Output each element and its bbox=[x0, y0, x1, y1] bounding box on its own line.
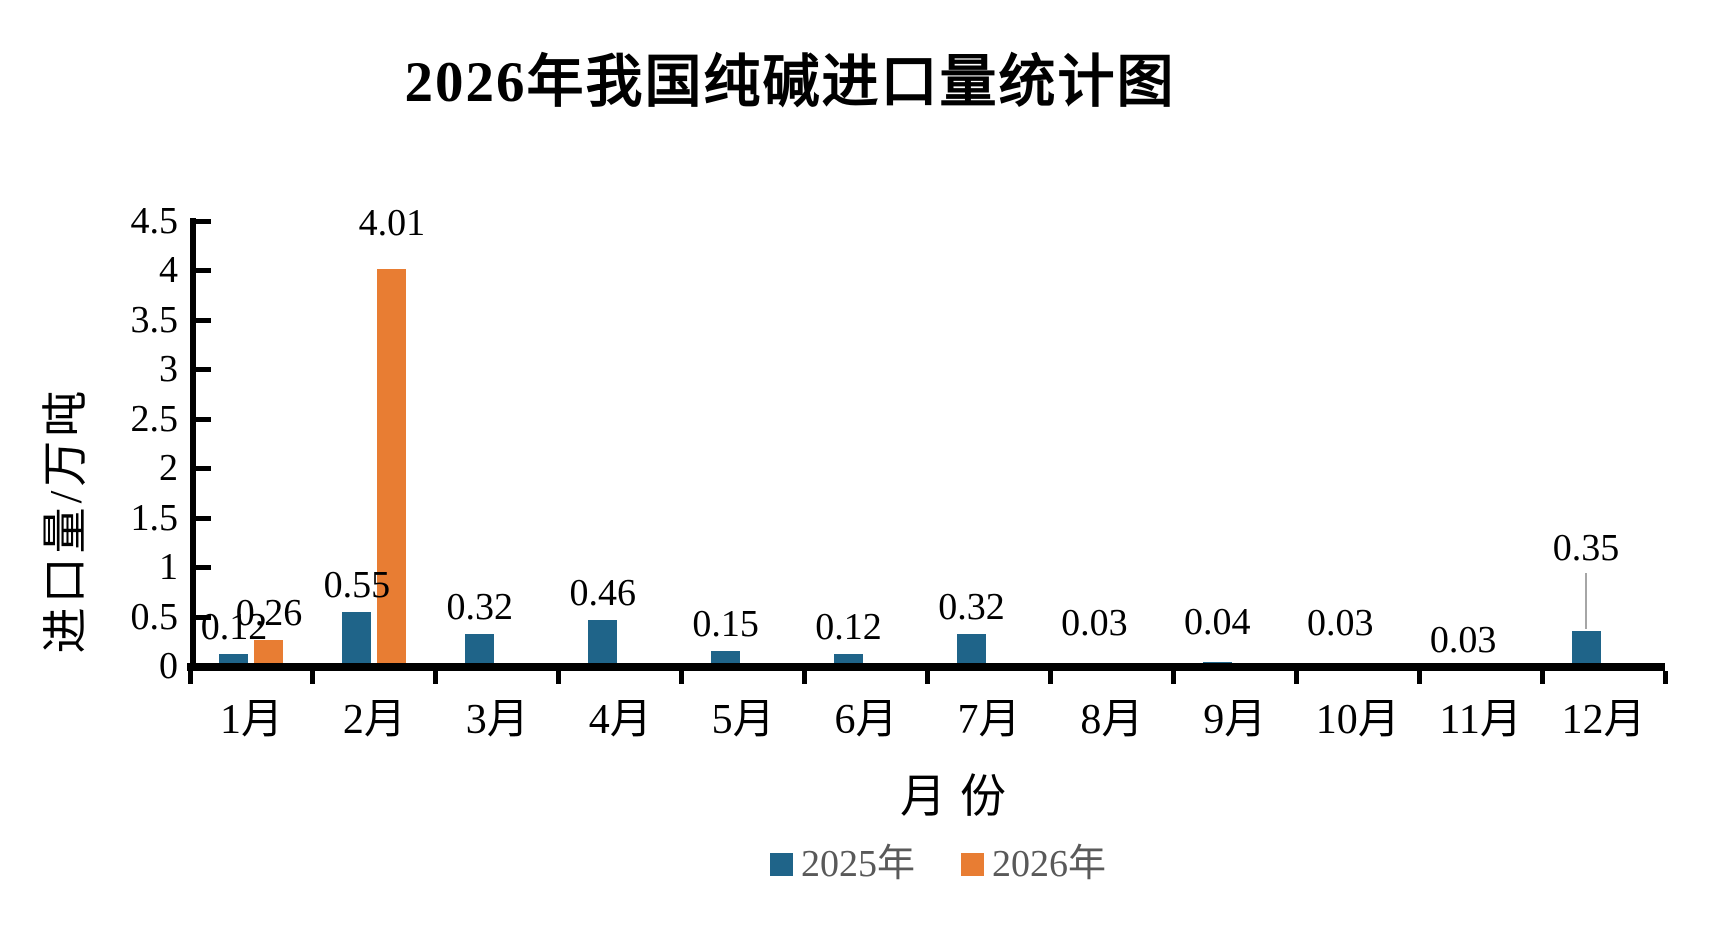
x-tick-label: 1月 bbox=[219, 697, 283, 743]
y-tick-label: 1 bbox=[159, 546, 178, 588]
chart-title: 2026年我国纯碱进口量统计图 bbox=[404, 51, 1176, 114]
y-axis-line bbox=[190, 218, 196, 671]
y-tick bbox=[196, 466, 211, 471]
x-tick-label: 11月 bbox=[1439, 697, 1522, 743]
y-tick bbox=[196, 317, 211, 323]
y-tick-label: 3.5 bbox=[130, 298, 179, 341]
x-tick bbox=[310, 671, 316, 684]
x-tick-label: 6月 bbox=[834, 697, 898, 743]
x-tick bbox=[1539, 671, 1545, 684]
y-tick-label: 3 bbox=[159, 348, 178, 390]
x-axis-title: 月份 bbox=[900, 771, 1020, 822]
value-label: 0.46 bbox=[569, 572, 636, 614]
bar bbox=[377, 269, 407, 666]
x-tick bbox=[925, 671, 930, 684]
x-tick bbox=[556, 671, 562, 684]
bar bbox=[956, 634, 986, 666]
x-tick-label: 8月 bbox=[1080, 697, 1144, 743]
value-label: 0.15 bbox=[692, 603, 759, 645]
bar bbox=[588, 620, 618, 666]
bar bbox=[465, 634, 495, 666]
bar bbox=[342, 612, 372, 666]
y-tick bbox=[196, 614, 211, 620]
value-label: 0.55 bbox=[323, 564, 391, 606]
x-tick-label: 2月 bbox=[342, 697, 406, 743]
y-tick-label: 4 bbox=[159, 249, 178, 291]
y-tick-label: 0.5 bbox=[130, 595, 179, 638]
x-tick bbox=[433, 671, 439, 684]
value-label: 0.03 bbox=[1061, 602, 1128, 644]
x-tick-label: 12月 bbox=[1561, 697, 1646, 743]
x-tick bbox=[187, 671, 193, 684]
x-tick bbox=[1416, 671, 1422, 684]
y-tick-label: 1.5 bbox=[130, 496, 179, 539]
bar bbox=[711, 651, 741, 666]
value-label: 4.01 bbox=[358, 202, 426, 244]
y-tick bbox=[196, 515, 211, 521]
x-tick-label: 3月 bbox=[465, 697, 529, 743]
x-tick-label: 4月 bbox=[588, 697, 652, 743]
value-label: 0.35 bbox=[1552, 527, 1620, 569]
x-tick bbox=[1170, 671, 1176, 684]
bar bbox=[254, 640, 284, 666]
y-tick bbox=[196, 565, 211, 570]
value-label: 0.32 bbox=[938, 586, 1005, 628]
value-label: 0.04 bbox=[1184, 601, 1251, 643]
x-tick bbox=[802, 671, 808, 684]
legend: 2025年 2026年 bbox=[770, 843, 1106, 885]
y-tick-label: 2.5 bbox=[130, 397, 179, 440]
legend-item-2026: 2026年 bbox=[961, 843, 1106, 885]
y-tick-label: 2 bbox=[159, 447, 178, 489]
value-label: 0.03 bbox=[1429, 619, 1497, 661]
value-label: 0.12 bbox=[815, 606, 882, 648]
legend-label-2026: 2026年 bbox=[992, 843, 1107, 885]
x-tick bbox=[1662, 671, 1668, 684]
x-tick-label: 10月 bbox=[1315, 697, 1400, 743]
label-leader-line bbox=[1585, 573, 1588, 629]
y-tick bbox=[196, 268, 211, 273]
value-label: 0.26 bbox=[235, 592, 303, 634]
value-label: 0.32 bbox=[446, 586, 514, 628]
legend-swatch-2026-icon bbox=[961, 852, 985, 876]
y-tick bbox=[196, 367, 211, 372]
x-tick-label: 5月 bbox=[711, 697, 775, 743]
x-tick-label: 9月 bbox=[1203, 697, 1267, 743]
x-axis-line bbox=[187, 663, 1665, 671]
legend-item-2025: 2025年 bbox=[770, 843, 915, 885]
y-tick bbox=[196, 218, 211, 224]
x-tick bbox=[1293, 671, 1299, 684]
value-label: 0.12 bbox=[200, 606, 268, 648]
y-tick-label: 0 bbox=[159, 645, 178, 687]
bar bbox=[1571, 631, 1601, 666]
y-tick-label: 4.5 bbox=[130, 199, 179, 242]
value-label: 0.03 bbox=[1306, 602, 1374, 644]
y-tick bbox=[196, 416, 211, 422]
x-tick-label: 7月 bbox=[957, 697, 1021, 743]
x-tick bbox=[1047, 671, 1053, 684]
x-tick bbox=[679, 671, 685, 684]
legend-label-2025: 2025年 bbox=[801, 843, 916, 885]
legend-swatch-2025-icon bbox=[770, 852, 793, 876]
